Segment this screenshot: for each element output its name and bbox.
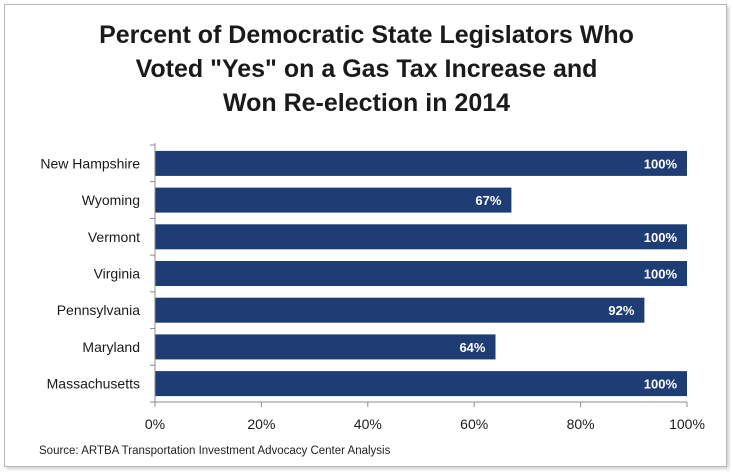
category-label: Pennsylvania [57,302,140,318]
x-tick-label: 60% [460,416,488,432]
bar [155,371,687,397]
data-label: 92% [608,303,634,318]
chart-title: Percent of Democratic State Legislators … [0,18,733,120]
x-tick-label: 100% [669,416,705,432]
bar [155,297,645,323]
category-label: New Hampshire [40,155,140,171]
chart-title-line-2: Voted "Yes" on a Gas Tax Increase and [135,55,598,83]
data-label: 100% [644,377,678,392]
x-tick-label: 40% [354,416,382,432]
bar [155,187,512,213]
x-tick-label: 20% [247,416,275,432]
bar [155,334,496,360]
data-label: 64% [459,340,485,355]
category-label: Maryland [82,339,140,355]
x-tick-label: 80% [567,416,595,432]
data-label: 100% [644,267,678,282]
bar [155,224,687,250]
chart-title-line-1: Percent of Democratic State Legislators … [99,21,634,49]
category-label: Virginia [94,266,141,282]
chart-title-line-3: Won Re-election in 2014 [222,89,511,117]
data-label: 67% [475,193,501,208]
source-note: Source: ARTBA Transportation Investment … [39,445,391,457]
category-label: Wyoming [82,192,140,208]
bar [155,261,687,286]
data-label: 100% [644,230,678,245]
x-tick-label: 0% [145,416,165,432]
data-label: 100% [644,156,678,171]
category-label: Massachusetts [47,376,140,392]
bar [155,150,687,176]
category-label: Vermont [88,229,140,245]
